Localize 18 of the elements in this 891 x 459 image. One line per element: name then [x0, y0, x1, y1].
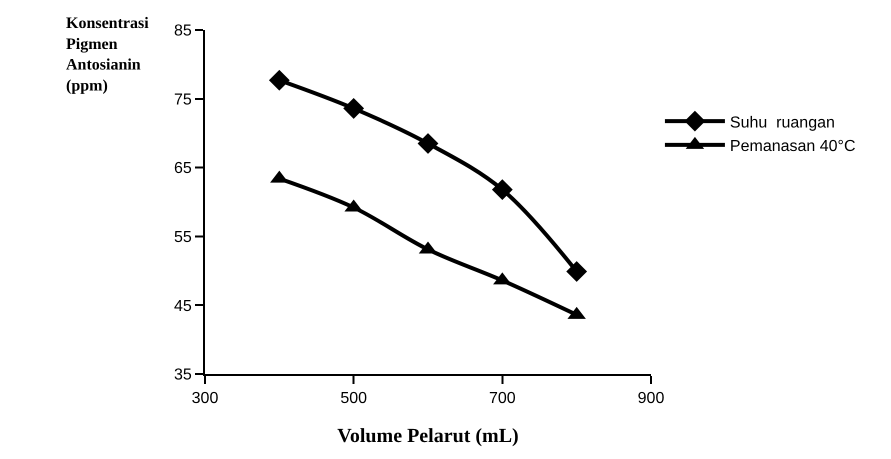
x-tick-label: 300 [192, 390, 218, 408]
point [343, 98, 364, 119]
y-tick-label: 65 [174, 160, 192, 178]
point [268, 70, 290, 91]
y-tick-label: 55 [174, 229, 192, 246]
y-tick-label: 85 [174, 22, 192, 40]
legend-label: Suhu ruangan [730, 114, 835, 132]
y-tick-label: 35 [174, 366, 192, 384]
x-tick-label: 900 [638, 390, 664, 408]
x-tick-label: 500 [340, 390, 368, 408]
legend-label: Pemanasan 40°C [730, 138, 856, 156]
x-tick-label: 700 [488, 390, 516, 408]
point [418, 133, 438, 154]
y-tick-label: 45 [174, 298, 192, 315]
y-tick-label: 75 [174, 91, 192, 108]
x-axis-title: Volume Pelarut (mL) [337, 425, 519, 448]
y-axis-title: Konsentrasi Pigmen Antosianin (ppm) [66, 15, 150, 94]
point [492, 179, 513, 200]
